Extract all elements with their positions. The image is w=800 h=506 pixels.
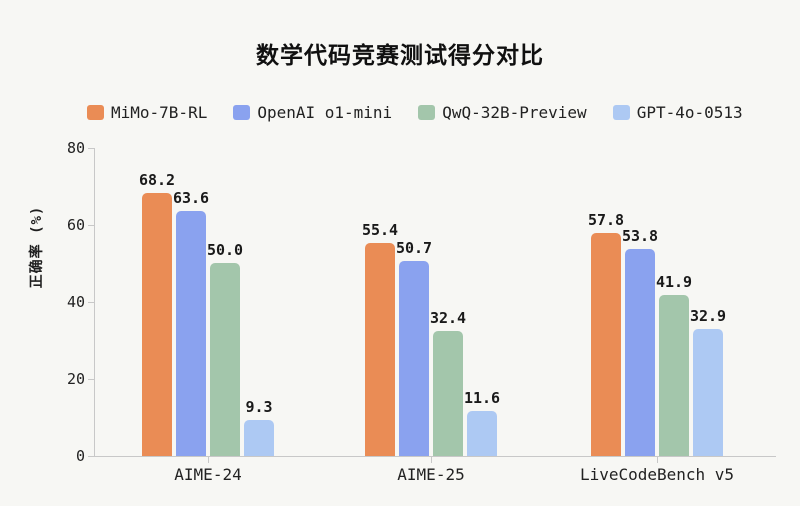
bar-value-label: 53.8 — [621, 227, 659, 245]
legend-item: OpenAI o1-mini — [233, 103, 392, 122]
y-tick-label: 0 — [75, 447, 85, 465]
bar-LiveCodeBench v5-OpenAI o1-mini — [625, 249, 655, 456]
bar-value-label: 41.9 — [655, 273, 693, 291]
y-tick-label: 80 — [66, 139, 85, 157]
x-tick-mark — [431, 457, 432, 463]
legend-label: OpenAI o1-mini — [257, 103, 393, 122]
bar-value-label: 68.2 — [138, 171, 176, 189]
legend-item: QwQ-32B-Preview — [418, 103, 587, 122]
y-tick-mark — [88, 148, 94, 149]
y-axis-title: 正确率 (%) — [29, 205, 45, 289]
bar-AIME-25-GPT-4o-0513 — [467, 411, 497, 456]
bar-AIME-25-MiMo-7B-RL — [365, 243, 395, 456]
bar-value-label: 55.4 — [361, 221, 399, 239]
bar-AIME-24-GPT-4o-0513 — [244, 420, 274, 456]
bar-AIME-24-QwQ-32B-Preview — [210, 263, 240, 456]
bar-value-label: 32.4 — [429, 309, 467, 327]
x-category-label: LiveCodeBench v5 — [579, 465, 735, 484]
bar-LiveCodeBench v5-MiMo-7B-RL — [591, 233, 621, 456]
y-tick-mark — [88, 456, 94, 457]
y-tick-mark — [88, 225, 94, 226]
legend-item: GPT-4o-0513 — [612, 103, 743, 122]
bar-LiveCodeBench v5-GPT-4o-0513 — [693, 329, 723, 456]
legend-label: GPT-4o-0513 — [636, 103, 743, 122]
y-tick-mark — [88, 302, 94, 303]
bar-value-label: 50.7 — [395, 239, 433, 257]
bar-value-label: 57.8 — [587, 211, 625, 229]
y-tick-label: 20 — [66, 370, 85, 388]
bar-value-label: 32.9 — [689, 307, 727, 325]
bar-AIME-24-MiMo-7B-RL — [142, 193, 172, 456]
bar-value-label: 50.0 — [206, 241, 244, 259]
legend: MiMo-7B-RL OpenAI o1-mini QwQ-32B-Preview G… — [87, 103, 743, 122]
legend-swatch-icon — [612, 105, 630, 120]
x-tick-mark — [208, 457, 209, 463]
legend-swatch-icon — [418, 105, 436, 120]
chart-title: 数学代码竞赛测试得分对比 — [256, 43, 544, 69]
x-tick-mark — [657, 457, 658, 463]
y-tick-mark — [88, 379, 94, 380]
bar-AIME-24-OpenAI o1-mini — [176, 211, 206, 456]
legend-swatch-icon — [87, 105, 104, 120]
legend-swatch-icon — [233, 105, 251, 120]
x-axis-line — [94, 456, 776, 457]
legend-item: MiMo-7B-RL — [87, 103, 207, 122]
bar-value-label: 63.6 — [172, 189, 210, 207]
y-axis-line — [94, 148, 95, 456]
x-category-label: AIME-25 — [397, 465, 465, 484]
x-category-label: AIME-24 — [174, 465, 242, 484]
bar-value-label: 11.6 — [463, 389, 501, 407]
bar-LiveCodeBench v5-QwQ-32B-Preview — [659, 295, 689, 456]
bar-AIME-25-OpenAI o1-mini — [399, 261, 429, 456]
y-tick-label: 60 — [66, 216, 85, 234]
bar-AIME-25-QwQ-32B-Preview — [433, 331, 463, 456]
legend-label: MiMo-7B-RL — [111, 103, 208, 122]
bar-value-label: 9.3 — [245, 398, 273, 416]
y-tick-label: 40 — [66, 293, 85, 311]
legend-label: QwQ-32B-Preview — [442, 103, 587, 122]
